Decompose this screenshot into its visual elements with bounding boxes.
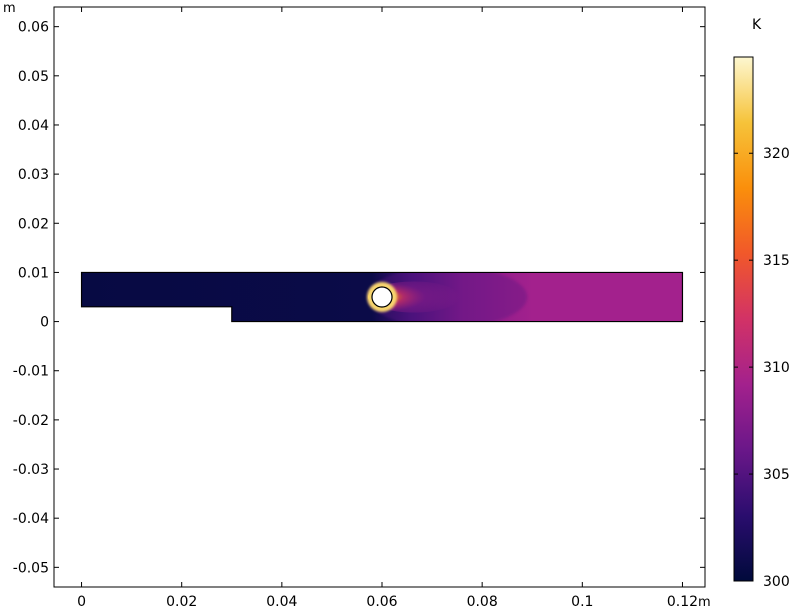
colorbar-tick-label: 300 — [763, 574, 790, 590]
y-tick-label: 0.02 — [18, 216, 49, 232]
x-tick-label: 0.06 — [366, 594, 397, 609]
axes-frame — [53, 6, 706, 588]
colorbar-tick-label: 310 — [763, 360, 790, 376]
x-tick-label: 0.02 — [166, 594, 197, 609]
y-tick-label: 0.06 — [18, 20, 49, 36]
x-tick-label: 0.12 — [667, 594, 698, 609]
colorbar-unit-label: K — [752, 17, 762, 33]
colorbar-scale — [733, 56, 754, 582]
y-tick-label: -0.01 — [13, 364, 49, 380]
cylinder-hole — [371, 286, 393, 308]
y-tick-label: 0.03 — [18, 167, 49, 183]
y-tick-label: -0.02 — [13, 413, 49, 429]
y-tick-label: -0.04 — [13, 511, 49, 527]
colorbar-tick-label: 315 — [763, 253, 790, 269]
colorbar-tick-label: 305 — [763, 467, 790, 483]
y-tick-label: 0.04 — [18, 118, 49, 134]
domain-outline — [80, 271, 684, 323]
x-tick-label: 0 — [77, 594, 86, 609]
x-tick-label: 0.08 — [467, 594, 498, 609]
x-axis: 0 0.02 0.04 0.06 0.08 0.1 0.12 — [77, 7, 698, 609]
x-tick-label: 0.04 — [266, 594, 297, 609]
y-tick-label: -0.03 — [13, 462, 49, 478]
y-tick-label: -0.05 — [13, 560, 49, 576]
x-unit-label: m — [698, 595, 711, 609]
colorbar-tick-label: 320 — [763, 146, 790, 162]
colorbar: 300 305 310 315 320 K — [733, 17, 790, 590]
y-axis: 0.06 0.05 0.04 0.03 0.02 0.01 0 -0.01 -0.02 -0.03… — [13, 20, 705, 576]
colorbar-ticks: 300 305 310 315 320 — [734, 146, 790, 590]
y-tick-label: 0 — [40, 315, 49, 331]
y-tick-label: 0.05 — [18, 69, 49, 85]
y-tick-label: 0.01 — [18, 265, 49, 281]
y-unit-label: m — [3, 1, 16, 16]
x-tick-label: 0.1 — [571, 594, 593, 609]
